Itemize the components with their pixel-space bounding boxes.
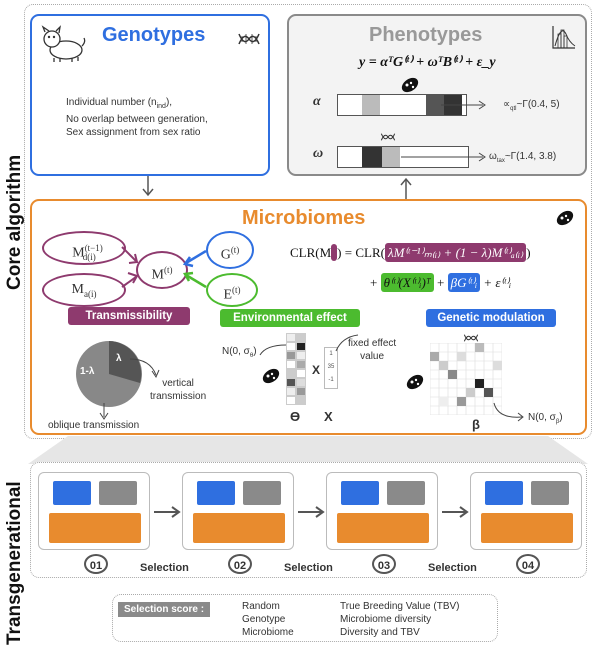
microbiome-mini: [337, 513, 429, 543]
node-g: G(t): [206, 231, 254, 269]
tag-transmissibility: Transmissibility: [68, 307, 190, 325]
genotype-mini: [341, 481, 379, 505]
generation-card: [326, 472, 438, 550]
node-m-individual: M(t): [136, 251, 188, 289]
node-m-parent-a: Ma(i): [42, 273, 126, 307]
beta-matrix: [430, 343, 502, 415]
score-tbv: True Breeding Value (TBV): [340, 601, 460, 612]
generation-number: 02: [228, 554, 252, 574]
generation-number: 04: [516, 554, 540, 574]
transgenerational-label: Transgenerational: [4, 481, 25, 645]
selection-label: Selection: [140, 562, 189, 574]
dna-icon-beta: [462, 331, 480, 349]
generation-card: [470, 472, 582, 550]
microbiome-mini: [193, 513, 285, 543]
clr-equation-line2: + θ⁽ᵗ⁾(X⁽ᵗ⁾ᵢ)ᵀ + βG⁽ᵗ⁾ᵢ + ε⁽ᵗ⁾ᵢ: [370, 273, 512, 292]
genotype-mini: [53, 481, 91, 505]
phenotype-equation: y = αᵀG⁽ᵗ⁾ + ωᵀB⁽ᵗ⁾ + ε_y: [359, 55, 496, 70]
vertical-transmission-label: vertical transmission: [150, 378, 207, 402]
microbe-icon-corner: [554, 209, 576, 232]
x-label: X: [324, 409, 333, 424]
tag-environment: Environmental effect: [220, 309, 360, 327]
generation-arrow: [298, 506, 325, 518]
generation-arrow: [154, 506, 181, 518]
score-diversity-tbv: Diversity and TBV: [340, 627, 420, 638]
score-microbiome: Microbiome: [242, 627, 294, 638]
histogram-icon: [551, 24, 577, 55]
node-e: E(t): [206, 273, 258, 307]
n-theta-label: N(0, σθ): [222, 346, 257, 359]
genotypes-box: Genotypes Individual number (nind), No o…: [30, 14, 270, 176]
fixed-effect-label: fixed effect value: [348, 338, 397, 362]
selection-score-box: [112, 594, 498, 642]
theta-matrix: [286, 333, 306, 405]
dna-icon-small: [379, 130, 397, 148]
phenotype-mini: [243, 481, 281, 505]
selection-score-label: Selection score :: [118, 602, 211, 617]
theta-label: ϴ: [290, 409, 301, 424]
omega-distribution: ωtax~Γ(1.4, 3.8): [489, 151, 557, 164]
phenotype-mini: [531, 481, 569, 505]
omega-symbol: ω: [313, 146, 324, 161]
microbiome-mini: [49, 513, 141, 543]
generation-card: [38, 472, 150, 550]
clr-term-environment: θ⁽ᵗ⁾(X⁽ᵗ⁾ᵢ)ᵀ: [380, 273, 434, 292]
generation-card: [182, 472, 294, 550]
funnel-shade: [28, 436, 588, 464]
clr-equation: CLR(M) = CLR(λM⁽ᵗ⁻¹⁾ₘ₍ᵢ₎ + (1 − λ)M⁽ᵗ⁾ₐ₍…: [290, 243, 531, 262]
clr-term-transmission: λM⁽ᵗ⁻¹⁾ₘ₍ᵢ₎ + (1 − λ)M⁽ᵗ⁾ₐ₍ᵢ₎: [384, 243, 527, 262]
genotype-mini: [485, 481, 523, 505]
transmission-pie: [76, 341, 142, 407]
pie-label-big: 1-λ: [80, 366, 95, 377]
microbiomes-box: Microbiomes M(t−1)d(i) Ma(i) M(t) G(t) E…: [30, 199, 587, 435]
score-microbiome-diversity: Microbiome diversity: [340, 614, 432, 625]
node-m-parent-d: M(t−1)d(i): [42, 231, 126, 265]
phenotypes-box: Phenotypes y = αᵀG⁽ᵗ⁾ + ωᵀB⁽ᵗ⁾ + ε_y α ∝…: [287, 14, 587, 176]
alpha-distribution: ∝qtl~Γ(0.4, 5): [503, 99, 560, 112]
dna-icon: [238, 30, 260, 53]
phenotypes-title: Phenotypes: [369, 24, 483, 46]
microbiome-mini: [481, 513, 573, 543]
oblique-transmission-label: oblique transmission: [48, 420, 140, 431]
dog-icon: [40, 24, 86, 69]
genotype-mini: [197, 481, 235, 505]
genotype-to-microbiome-arrow: [142, 176, 154, 197]
pie-label-small: λ: [116, 353, 122, 364]
core-algorithm-label: Core algorithm: [4, 154, 25, 290]
x-vector: 1 35 -1: [324, 347, 338, 389]
microbiome-to-phenotype-arrow: [400, 177, 412, 200]
microbe-icon-beta: [404, 373, 426, 396]
score-genotype: Genotype: [242, 614, 286, 625]
graph-edges: [121, 246, 207, 289]
generation-arrow: [442, 506, 469, 518]
alpha-vector: [337, 94, 467, 116]
microbe-icon-top: [399, 76, 421, 99]
phenotype-mini: [99, 481, 137, 505]
generation-number: 03: [372, 554, 396, 574]
phenotype-mini: [387, 481, 425, 505]
selection-label: Selection: [284, 562, 333, 574]
generation-number: 01: [84, 554, 108, 574]
clr-term-genetic: βG⁽ᵗ⁾ᵢ: [447, 273, 481, 292]
genotype-line-3: Sex assignment from sex ratio: [66, 127, 201, 138]
genotype-line-1: Individual number (nind),: [66, 97, 173, 110]
n-beta-label: N(0, σβ): [528, 412, 563, 425]
genotype-line-2: No overlap between generation,: [66, 114, 208, 125]
score-random: Random: [242, 601, 280, 612]
alpha-symbol: α: [313, 94, 321, 109]
x-times: X: [312, 363, 321, 377]
selection-label: Selection: [428, 562, 477, 574]
beta-label: β: [472, 417, 480, 432]
microbe-icon-env: [260, 367, 282, 390]
microbiomes-title: Microbiomes: [242, 207, 366, 229]
tag-genetic: Genetic modulation: [426, 309, 556, 327]
genotypes-title: Genotypes: [102, 24, 206, 46]
